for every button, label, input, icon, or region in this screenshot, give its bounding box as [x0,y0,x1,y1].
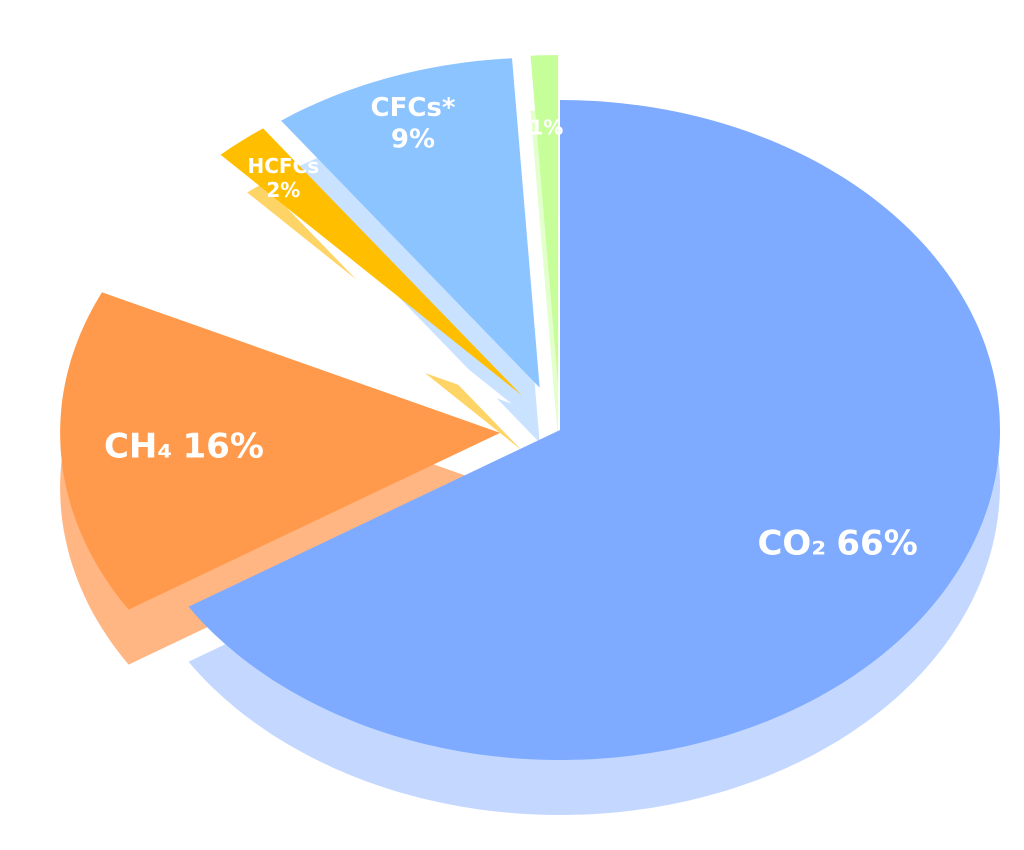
category-label: CH₄ [104,426,172,466]
slice [281,58,540,388]
slice [60,292,501,610]
slice [220,128,522,396]
slice [113,163,512,404]
slice [530,55,559,386]
value-label: 1% [529,115,563,139]
slice-label: HCFCs 2% [248,154,320,202]
slice-label: CH₄ 16% [104,426,264,466]
value-label: 2% [266,178,300,202]
category-label: CO₂ [757,523,826,563]
value-label: 66% [836,523,917,563]
slice-label: CFCs* 9% [370,93,455,154]
value-label: 9% [391,124,435,154]
slice-label: 1% [529,115,563,139]
slice-label: CO₂ 66% [757,523,917,563]
category-label: HCFCs [248,154,320,178]
value-label: 16% [183,426,264,466]
slice [188,100,1000,760]
category-label: CFCs* [370,93,455,123]
